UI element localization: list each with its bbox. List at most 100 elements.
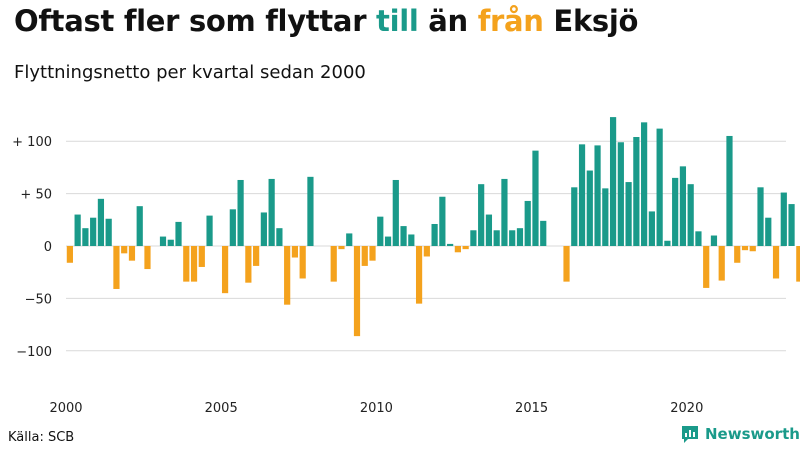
bar — [167, 239, 174, 246]
x-tick-label: 2010 — [360, 401, 393, 416]
bar — [353, 246, 361, 337]
bar — [439, 196, 446, 246]
bar — [625, 182, 632, 246]
bar — [307, 176, 314, 246]
bar — [765, 217, 772, 246]
brand-name: Newsworthy — [705, 425, 800, 443]
bar — [245, 246, 252, 283]
bar — [454, 246, 461, 253]
bar — [415, 246, 423, 304]
x-axis: 2000 2005 2010 2015 2020 — [49, 401, 703, 416]
x-tick-label: 2000 — [49, 401, 82, 416]
bar — [485, 214, 493, 246]
bar — [772, 246, 780, 279]
bar — [136, 206, 143, 246]
bar — [229, 209, 236, 246]
bar — [571, 187, 578, 246]
bar — [447, 243, 454, 246]
title-part-1: Oftast fler som flyttar — [14, 4, 376, 38]
chart-bubble-icon — [682, 426, 698, 443]
bar — [284, 246, 291, 305]
title-highlight-till: till — [376, 4, 419, 38]
bar — [260, 212, 267, 246]
bar — [563, 246, 570, 282]
bar — [602, 188, 609, 246]
bar — [299, 246, 306, 279]
bar — [268, 178, 275, 246]
bar — [679, 166, 687, 246]
bar — [687, 184, 694, 246]
bar — [423, 246, 430, 257]
x-tick-label: 2020 — [670, 401, 703, 416]
bar — [780, 192, 787, 246]
bar — [159, 236, 167, 246]
bar — [656, 128, 663, 246]
bar — [493, 230, 500, 246]
bar — [594, 145, 601, 246]
bar — [128, 246, 136, 261]
bar — [400, 226, 407, 246]
bar — [703, 246, 710, 288]
bar — [726, 135, 733, 246]
bar — [105, 218, 112, 246]
bar — [346, 233, 353, 246]
y-tick-label: + 50 — [20, 188, 52, 203]
bar — [734, 246, 741, 263]
y-tick-label: + 100 — [12, 135, 52, 150]
bar — [741, 246, 749, 251]
title-part-5: Eksjö — [543, 4, 639, 38]
bars — [66, 117, 800, 337]
bar — [330, 246, 337, 282]
bar — [648, 211, 655, 246]
bar — [431, 223, 438, 246]
bar — [501, 178, 508, 246]
newsworthy-logo: Newsworthy — [680, 424, 800, 444]
bar — [190, 246, 198, 282]
bar — [253, 246, 260, 266]
bar — [90, 217, 97, 246]
title-highlight-fran: från — [477, 4, 544, 38]
x-tick-label: 2015 — [515, 401, 548, 416]
bar — [82, 228, 89, 246]
bar — [74, 214, 81, 246]
y-tick-label: 0 — [44, 240, 52, 255]
bar — [788, 204, 795, 246]
title-part-3: än — [418, 4, 478, 38]
bar — [532, 150, 539, 246]
bar — [796, 246, 800, 282]
bar — [710, 235, 718, 246]
bar — [384, 236, 392, 246]
bar — [66, 246, 73, 263]
bar — [586, 170, 593, 246]
bar — [206, 215, 213, 246]
bar — [276, 228, 283, 246]
bar — [338, 246, 345, 250]
bar — [617, 142, 624, 246]
bar — [695, 231, 702, 246]
bar-chart: + 100 + 50 0 −50 −100 2000 2005 2010 2015 2020 — [12, 117, 800, 416]
bar — [369, 246, 376, 261]
bar — [757, 187, 764, 246]
bar — [749, 246, 756, 252]
bar — [361, 246, 368, 266]
bar — [718, 246, 725, 281]
bar — [516, 228, 524, 246]
chart-title: Oftast fler som flyttar till än från Eks… — [14, 4, 638, 38]
bar — [221, 246, 229, 294]
y-axis: + 100 + 50 0 −50 −100 — [12, 135, 52, 360]
x-tick-label: 2005 — [205, 401, 238, 416]
bar — [633, 137, 640, 246]
bar — [113, 246, 120, 289]
bar — [509, 230, 516, 246]
bar — [237, 179, 244, 246]
chart-subtitle: Flyttningsnetto per kvartal sedan 2000 — [14, 62, 366, 83]
bar — [664, 240, 671, 246]
bar — [97, 198, 105, 246]
bar — [672, 177, 679, 246]
bar — [470, 230, 477, 246]
bar — [144, 246, 151, 270]
bar — [175, 221, 182, 246]
bar — [392, 179, 399, 246]
y-tick-label: −50 — [25, 292, 52, 307]
bar — [578, 144, 586, 246]
